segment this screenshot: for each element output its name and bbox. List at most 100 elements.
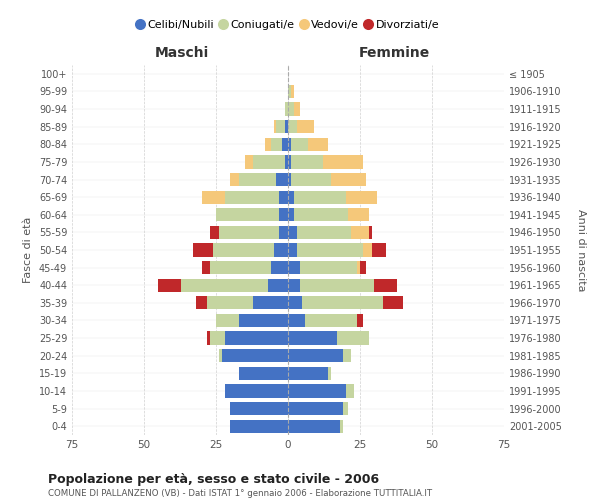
Bar: [296, 244, 363, 256]
Bar: [343, 402, 349, 415]
Bar: [202, 190, 224, 204]
Bar: [288, 173, 291, 186]
Bar: [331, 173, 366, 186]
Bar: [285, 156, 288, 168]
Bar: [253, 156, 285, 168]
Bar: [213, 244, 274, 256]
Bar: [352, 226, 368, 239]
Bar: [219, 226, 280, 239]
Bar: [291, 138, 308, 151]
Bar: [368, 226, 371, 239]
Bar: [274, 244, 288, 256]
Bar: [302, 296, 383, 310]
Bar: [294, 102, 299, 116]
Y-axis label: Fasce di età: Fasce di età: [23, 217, 33, 283]
Bar: [346, 190, 377, 204]
Bar: [357, 261, 360, 274]
Bar: [288, 278, 299, 292]
Bar: [181, 278, 268, 292]
Bar: [288, 226, 296, 239]
Legend: Celibi/Nubili, Coniugati/e, Vedovi/e, Divorziati/e: Celibi/Nubili, Coniugati/e, Vedovi/e, Di…: [133, 15, 443, 34]
Bar: [277, 173, 288, 186]
Text: Popolazione per età, sesso e stato civile - 2006: Popolazione per età, sesso e stato civil…: [48, 472, 379, 486]
Bar: [288, 332, 337, 344]
Bar: [285, 102, 288, 116]
Text: COMUNE DI PALLANZENO (VB) - Dati ISTAT 1° gennaio 2006 - Elaborazione TUTTITALIA: COMUNE DI PALLANZENO (VB) - Dati ISTAT 1…: [48, 489, 432, 498]
Bar: [239, 173, 277, 186]
Bar: [219, 349, 222, 362]
Bar: [288, 244, 296, 256]
Y-axis label: Anni di nascita: Anni di nascita: [575, 209, 586, 291]
Bar: [210, 332, 224, 344]
Bar: [193, 244, 213, 256]
Text: Maschi: Maschi: [154, 46, 209, 60]
Bar: [210, 226, 219, 239]
Bar: [349, 208, 368, 222]
Bar: [271, 261, 288, 274]
Bar: [288, 102, 294, 116]
Bar: [271, 138, 282, 151]
Bar: [280, 208, 288, 222]
Bar: [239, 314, 288, 327]
Bar: [291, 85, 294, 98]
Bar: [346, 384, 354, 398]
Bar: [288, 402, 343, 415]
Bar: [285, 120, 288, 134]
Bar: [268, 278, 288, 292]
Bar: [210, 261, 271, 274]
Bar: [280, 226, 288, 239]
Text: Femmine: Femmine: [359, 46, 430, 60]
Bar: [288, 314, 305, 327]
Bar: [296, 120, 314, 134]
Bar: [224, 332, 288, 344]
Bar: [288, 85, 291, 98]
Bar: [291, 173, 331, 186]
Bar: [288, 190, 294, 204]
Bar: [158, 278, 181, 292]
Bar: [288, 208, 294, 222]
Bar: [196, 296, 208, 310]
Bar: [296, 226, 352, 239]
Bar: [343, 349, 352, 362]
Bar: [274, 120, 277, 134]
Bar: [202, 261, 210, 274]
Bar: [222, 349, 288, 362]
Bar: [383, 296, 403, 310]
Bar: [328, 366, 331, 380]
Bar: [230, 402, 288, 415]
Bar: [371, 244, 386, 256]
Bar: [216, 314, 239, 327]
Bar: [288, 120, 296, 134]
Bar: [230, 173, 239, 186]
Bar: [363, 244, 371, 256]
Bar: [230, 420, 288, 433]
Bar: [208, 332, 210, 344]
Bar: [288, 138, 291, 151]
Bar: [224, 190, 280, 204]
Bar: [277, 120, 285, 134]
Bar: [288, 156, 291, 168]
Bar: [294, 190, 346, 204]
Bar: [253, 296, 288, 310]
Bar: [337, 332, 368, 344]
Bar: [305, 314, 357, 327]
Bar: [208, 296, 253, 310]
Bar: [323, 156, 363, 168]
Bar: [374, 278, 397, 292]
Bar: [288, 384, 346, 398]
Bar: [282, 138, 288, 151]
Bar: [299, 261, 357, 274]
Bar: [288, 261, 299, 274]
Bar: [245, 156, 253, 168]
Bar: [216, 208, 280, 222]
Bar: [294, 208, 349, 222]
Bar: [308, 138, 328, 151]
Bar: [265, 138, 271, 151]
Bar: [224, 384, 288, 398]
Bar: [288, 296, 302, 310]
Bar: [340, 420, 343, 433]
Bar: [288, 366, 328, 380]
Bar: [291, 156, 323, 168]
Bar: [360, 261, 366, 274]
Bar: [299, 278, 374, 292]
